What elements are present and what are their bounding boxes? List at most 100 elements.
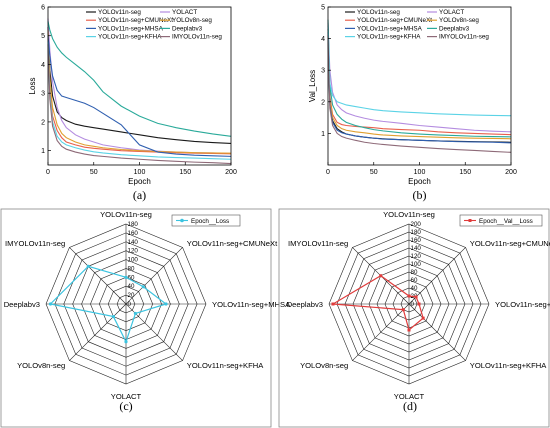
- a-legend-entry-3: YOLOv8n-seg: [172, 17, 212, 24]
- c-point-4: [124, 340, 128, 344]
- b-series-line-5: [327, 19, 512, 138]
- a-series-line-4: [47, 35, 232, 157]
- c-category-label-3: YOLOv11n-seg+KFHA: [187, 361, 264, 370]
- c-radial-tick-8: 160: [128, 230, 139, 237]
- d-category-label-1: YOLOv11n-seg+CMUNeXt: [470, 239, 550, 248]
- a-y-tick-label-5: 6: [41, 5, 45, 12]
- b-legend-entry-5: Deeplabv3: [439, 25, 470, 32]
- a-y-axis-label: Loss: [28, 78, 37, 95]
- c-radial-tick-4: 80: [128, 265, 135, 272]
- a-x-tick-label-4: 200: [225, 169, 237, 176]
- d-radial-tick-0: 0: [411, 301, 415, 308]
- a-legend-entry-2: YOLOv11n-seg+CMUNeXt: [98, 17, 173, 24]
- d-category-label-0: YOLOv11n-seg: [383, 210, 435, 219]
- c-spoke-7: [69, 247, 127, 305]
- c-radial-tick-6: 120: [128, 248, 139, 255]
- a-x-tick-label-1: 50: [90, 169, 98, 176]
- d-spoke-3: [408, 303, 466, 361]
- c-radial-tick-1: 20: [128, 292, 135, 299]
- c-legend-box: [171, 214, 241, 227]
- d-point-3: [421, 316, 425, 320]
- c-spoke-1: [125, 247, 183, 305]
- b-y-axis-label: Val_Loss: [308, 70, 317, 102]
- c-radial-tick-3: 60: [128, 274, 135, 281]
- c-point-5: [111, 314, 116, 319]
- a-series-line-0: [47, 27, 232, 144]
- d-panel-border: [278, 208, 550, 428]
- c-spoke-5: [69, 303, 127, 361]
- b-legend-entry-6: YOLOv11n-seg+KFHA: [357, 34, 421, 41]
- d-legend: Epoch__Val__Loss: [459, 214, 543, 227]
- a-series-line-6: [47, 41, 232, 160]
- c-point-6: [48, 302, 53, 306]
- a-series-line-2: [47, 38, 232, 155]
- d-spoke-5: [352, 303, 410, 361]
- b-legend-entry-3: YOLOv8n-seg: [439, 17, 479, 24]
- c-category-label-2: YOLOv11n-seg+MHSA: [212, 300, 291, 309]
- a-x-tick-label-2: 100: [134, 169, 146, 176]
- b-y-tick-label-0: 1: [321, 131, 325, 138]
- c-category-label-1: YOLOv11n-seg+CMUNeXt: [187, 239, 278, 248]
- d-point-1: [414, 295, 418, 299]
- c-point-7: [86, 264, 90, 268]
- a-x-tick-label-3: 150: [179, 169, 191, 176]
- c-category-label-4: YOLACT: [111, 392, 142, 401]
- b-series-line-3: [327, 29, 512, 140]
- a-legend-entry-5: Deeplabv3: [172, 25, 203, 32]
- c-category-label-0: YOLOv11n-seg: [100, 210, 152, 219]
- d-point-5: [401, 308, 405, 312]
- c-category-label-6: Deeplabv3: [4, 300, 40, 309]
- b-series-line-7: [327, 35, 512, 153]
- c-point-3: [133, 311, 138, 316]
- c-category-label-5: YOLOv8n-seg: [17, 361, 65, 370]
- a-x-tick-label-0: 0: [46, 169, 50, 176]
- a-y-tick-label-2: 3: [41, 91, 45, 98]
- d-radial-tick-5: 100: [411, 261, 422, 268]
- a-series-line-5: [47, 21, 232, 137]
- a-y-tick-label-3: 4: [41, 62, 45, 69]
- d-point-4: [407, 328, 411, 332]
- b-legend-entry-1: YOLACT: [439, 9, 464, 16]
- d-radial-tick-10: 200: [411, 221, 422, 228]
- d-point-6: [331, 302, 335, 306]
- b-x-axis-label: Epoch: [408, 177, 431, 186]
- b-series-line-1: [327, 22, 512, 133]
- d-radial-tick-8: 160: [411, 237, 422, 244]
- a-series-line-3: [47, 29, 232, 154]
- a-x-axis-label: Epoch: [128, 177, 151, 186]
- c-radial-tick-9: 180: [128, 221, 139, 228]
- b-x-tick-label-4: 200: [505, 169, 517, 176]
- c-panel-border: [0, 208, 272, 428]
- c-point-0: [124, 275, 128, 279]
- d-category-label-6: Deeplabv3: [287, 300, 323, 309]
- b-series-line-6: [327, 25, 512, 117]
- d-legend-entry: Epoch__Val__Loss: [479, 218, 533, 225]
- c-category-label-7: IMYOLOv11n-seg: [5, 239, 65, 248]
- c-radial-tick-2: 40: [128, 283, 135, 290]
- d-spoke-1: [408, 247, 466, 305]
- c-radial-tick-5: 100: [128, 257, 139, 264]
- b-legend-entry-0: YOLOv11n-seg: [357, 9, 400, 16]
- b-legend-entry-7: IMYOLOv11n-seg: [439, 34, 489, 41]
- d-radial-tick-7: 140: [411, 245, 422, 252]
- d-point-0: [407, 294, 411, 298]
- b-x-tick-label-2: 100: [414, 169, 426, 176]
- d-radial-tick-2: 40: [411, 285, 418, 292]
- b-legend-entry-2: YOLOv11n-seg+CMUNeXt: [357, 17, 432, 24]
- d-category-label-3: YOLOv11n-seg+KFHA: [470, 361, 547, 370]
- b-series-line-4: [327, 32, 512, 144]
- b-x-tick-label-0: 0: [326, 169, 330, 176]
- d-category-label-7: IMYOLOv11n-seg: [288, 239, 348, 248]
- d-legend-box: [459, 214, 543, 227]
- c-panel-label: (c): [119, 399, 132, 413]
- a-legend-entry-1: YOLACT: [172, 9, 197, 16]
- b-series-line-2: [327, 25, 512, 136]
- c-point-2: [164, 302, 168, 306]
- a-y-tick-label-4: 5: [41, 33, 45, 40]
- d-panel-label: (d): [403, 399, 417, 413]
- d-radial-tick-6: 120: [411, 253, 422, 260]
- b-x-tick-label-3: 150: [459, 169, 471, 176]
